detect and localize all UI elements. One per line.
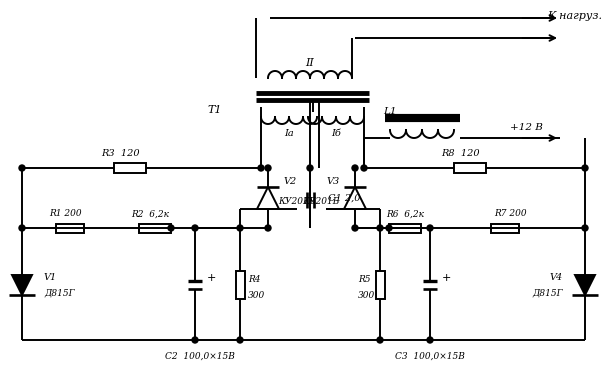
- Circle shape: [192, 337, 198, 343]
- Text: КУ201Б: КУ201Б: [278, 198, 315, 206]
- Text: R8  120: R8 120: [441, 149, 479, 159]
- Circle shape: [352, 225, 358, 231]
- Text: R1 200: R1 200: [49, 209, 81, 219]
- Circle shape: [237, 225, 243, 231]
- Bar: [376, 271, 384, 299]
- Circle shape: [427, 337, 433, 343]
- Circle shape: [19, 225, 25, 231]
- Text: R3  120: R3 120: [101, 149, 139, 159]
- Text: Iб: Iб: [331, 130, 341, 138]
- Circle shape: [582, 165, 588, 171]
- Text: +: +: [442, 273, 452, 283]
- Text: R7 200: R7 200: [494, 209, 526, 219]
- Circle shape: [427, 225, 433, 231]
- Text: V1: V1: [44, 272, 57, 282]
- Text: R5: R5: [358, 276, 370, 284]
- Circle shape: [192, 225, 198, 231]
- Circle shape: [265, 165, 271, 171]
- Bar: [454, 163, 486, 173]
- Circle shape: [258, 165, 264, 171]
- Text: С2  100,0×15В: С2 100,0×15В: [165, 351, 235, 361]
- Circle shape: [377, 337, 383, 343]
- Text: Iа: Iа: [284, 130, 294, 138]
- Text: +: +: [207, 273, 216, 283]
- Text: Т1: Т1: [208, 105, 222, 115]
- Text: L1: L1: [383, 107, 397, 117]
- Text: 300: 300: [358, 290, 375, 300]
- Text: КУ201Б: КУ201Б: [302, 198, 340, 206]
- Polygon shape: [575, 275, 595, 295]
- Bar: [56, 223, 84, 233]
- Text: Д815Г: Д815Г: [532, 289, 563, 297]
- Text: С1 2,0: С1 2,0: [328, 194, 360, 202]
- Text: 300: 300: [248, 290, 265, 300]
- Bar: [491, 223, 519, 233]
- Text: V3: V3: [327, 177, 340, 187]
- Circle shape: [377, 225, 383, 231]
- Text: Д815Г: Д815Г: [44, 289, 75, 297]
- Bar: [389, 223, 421, 233]
- Circle shape: [352, 165, 358, 171]
- Text: R6  6,2к: R6 6,2к: [386, 209, 424, 219]
- Circle shape: [265, 225, 271, 231]
- Text: V4: V4: [550, 272, 563, 282]
- Polygon shape: [12, 275, 32, 295]
- Circle shape: [19, 165, 25, 171]
- Circle shape: [237, 337, 243, 343]
- Bar: [139, 223, 171, 233]
- Bar: [114, 163, 146, 173]
- Text: С3  100,0×15В: С3 100,0×15В: [395, 351, 465, 361]
- Text: К нагруз.: К нагруз.: [547, 11, 602, 21]
- Text: +12 В: +12 В: [510, 123, 543, 131]
- Circle shape: [361, 165, 367, 171]
- Circle shape: [307, 165, 313, 171]
- Text: II: II: [306, 58, 315, 68]
- Circle shape: [386, 225, 392, 231]
- Circle shape: [582, 225, 588, 231]
- Circle shape: [168, 225, 174, 231]
- Bar: [235, 271, 244, 299]
- Text: R2  6,2к: R2 6,2к: [131, 209, 169, 219]
- Text: V2: V2: [283, 177, 296, 187]
- Text: R4: R4: [248, 276, 260, 284]
